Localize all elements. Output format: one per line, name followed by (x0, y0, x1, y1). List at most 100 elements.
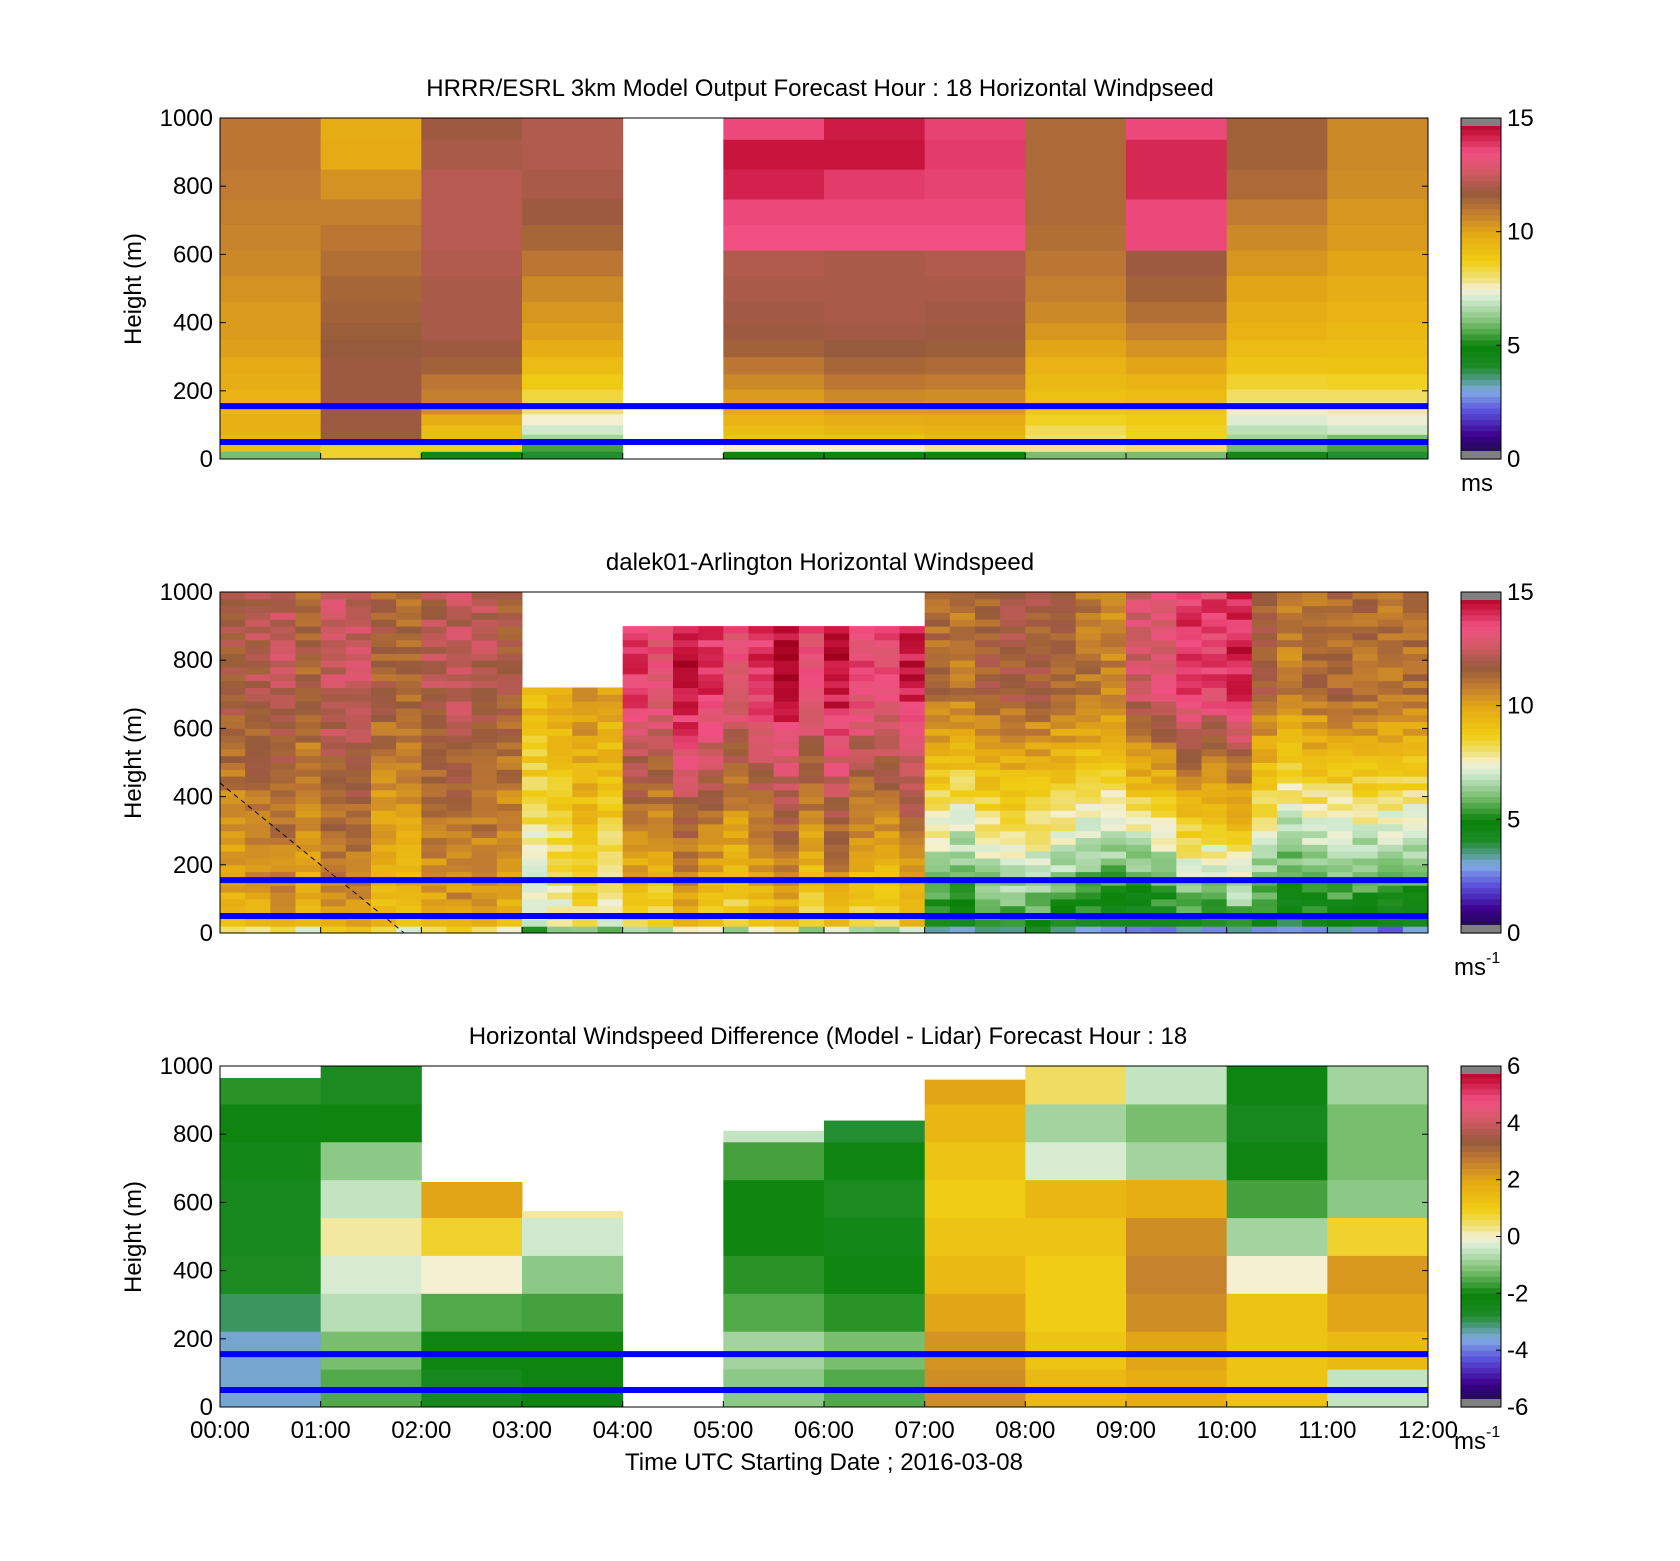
heatmap-cell (1302, 646, 1328, 654)
heatmap-cell (1050, 810, 1077, 818)
heatmap-cell (295, 680, 322, 688)
heatmap-cell (698, 789, 724, 798)
heatmap-cell (421, 892, 447, 900)
heatmap-cell (1226, 660, 1253, 668)
heatmap-cell (949, 605, 976, 613)
heatmap-cell (1251, 776, 1278, 784)
heatmap-cell (975, 857, 1001, 866)
panel-diff-ref-lines (220, 1351, 1428, 1393)
heatmap-cell (220, 198, 322, 226)
heatmap-cell (295, 667, 322, 675)
heatmap-cell (295, 885, 322, 893)
heatmap-cell (1226, 857, 1253, 866)
heatmap-cell (1151, 857, 1177, 866)
heatmap-cell (471, 871, 498, 879)
heatmap-cell (748, 864, 775, 873)
heatmap-cell (1352, 667, 1379, 675)
heatmap-cell (1251, 919, 1278, 927)
heatmap-cell (421, 592, 447, 600)
heatmap-cell (220, 782, 246, 791)
heatmap-cell (471, 769, 498, 777)
heatmap-cell (270, 619, 296, 627)
heatmap-cell (1151, 871, 1177, 879)
heatmap-cell (471, 803, 498, 811)
heatmap-cell (924, 389, 1026, 403)
heatmap-cell (547, 789, 573, 798)
heatmap-cell (522, 356, 624, 375)
heatmap-cell (597, 762, 624, 770)
heatmap-cell (572, 748, 598, 757)
colorbar-tick-label: 4 (1507, 1110, 1520, 1137)
y-tick-label: 200 (173, 852, 213, 879)
heatmap-cell (698, 762, 724, 770)
heatmap-cell (1126, 1179, 1228, 1219)
y-tick-label: 400 (173, 784, 213, 811)
heatmap-cell (698, 735, 724, 743)
colorbar-swatch (1461, 1395, 1501, 1402)
heatmap-cell (1025, 844, 1051, 852)
heatmap-cell (1226, 817, 1253, 825)
heatmap-cell (647, 871, 674, 879)
heatmap-cell (924, 198, 1026, 226)
heatmap-cell (1075, 653, 1102, 661)
heatmap-cell (421, 169, 523, 200)
heatmap-cell (1402, 823, 1429, 832)
heatmap-cell (975, 612, 1001, 620)
heatmap-cell (924, 898, 951, 907)
heatmap-cell (1251, 714, 1278, 723)
heatmap-cell (572, 803, 598, 811)
heatmap-cell (1377, 871, 1404, 879)
heatmap-cell (949, 837, 976, 845)
heatmap-cell (899, 673, 926, 682)
heatmap-cell (245, 680, 271, 688)
heatmap-cell (1000, 844, 1026, 852)
heatmap-cell (371, 905, 397, 914)
heatmap-cell (1176, 789, 1202, 798)
heatmap-cell (1126, 605, 1152, 613)
heatmap-cell (1327, 632, 1353, 641)
heatmap-cell (1377, 748, 1404, 757)
heatmap-cell (1327, 748, 1353, 757)
heatmap-cell (975, 639, 1001, 648)
heatmap-cell (1025, 424, 1127, 435)
heatmap-cell (824, 755, 850, 763)
heatmap-cell (547, 728, 573, 736)
heatmap-cell (1352, 598, 1379, 607)
heatmap-cell (924, 626, 951, 634)
heatmap-cell (245, 844, 271, 852)
heatmap-cell (1277, 810, 1303, 818)
heatmap-cell (245, 639, 271, 648)
heatmap-cell (1226, 714, 1253, 723)
heatmap-cell (320, 803, 347, 811)
heatmap-cell (1201, 680, 1228, 688)
heatmap-cell (723, 796, 749, 804)
heatmap-cell (522, 769, 548, 777)
colorbar-swatch (1461, 1299, 1501, 1306)
heatmap-cell (446, 721, 473, 729)
heatmap-cell (1050, 803, 1077, 811)
heatmap-cell (345, 667, 372, 675)
heatmap-cell (522, 434, 624, 444)
heatmap-cell (824, 632, 850, 641)
heatmap-cell (446, 817, 473, 825)
heatmap-cell (899, 810, 926, 818)
heatmap-cell (1201, 830, 1228, 839)
heatmap-cell (1176, 905, 1202, 914)
heatmap-cell (1000, 803, 1026, 811)
heatmap-cell (723, 919, 749, 927)
heatmap-cell (270, 803, 296, 811)
heatmap-cell (320, 810, 347, 818)
heatmap-cell (522, 728, 548, 736)
heatmap-cell (1100, 714, 1127, 723)
heatmap-cell (748, 789, 775, 798)
heatmap-cell (798, 789, 825, 798)
heatmap-cell (572, 823, 598, 832)
heatmap-cell (1352, 837, 1379, 845)
heatmap-cell (1025, 1179, 1127, 1219)
heatmap-cell (245, 748, 271, 757)
heatmap-cell (371, 728, 397, 736)
heatmap-cell (1251, 653, 1278, 661)
heatmap-cell (572, 885, 598, 893)
heatmap-cell (345, 605, 372, 613)
heatmap-cell (446, 864, 473, 873)
